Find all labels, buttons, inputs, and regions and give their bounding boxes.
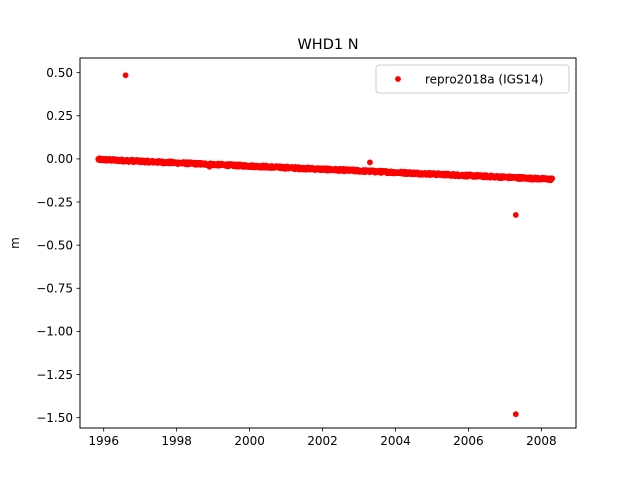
x-tick-label: 1996	[88, 434, 119, 448]
y-tick-label: 0.50	[46, 66, 73, 80]
y-tick-label: −1.25	[36, 368, 73, 382]
legend-box	[375, 64, 570, 94]
y-axis: 0.50 0.25 0.00 −0.25 −0.50 −0.75 −1.00 −1.25 −1.…	[36, 66, 80, 425]
legend-label: repro2018a (IGS14)	[425, 73, 543, 87]
x-axis: 1996 1998 2000 2002 2004 2006 2008	[88, 428, 557, 448]
data-point-outlier	[367, 159, 373, 166]
y-tick-label: −0.50	[36, 238, 73, 252]
x-tick-label: 2006	[453, 434, 484, 448]
data-point-outlier	[512, 212, 519, 218]
y-tick-label: −1.00	[36, 325, 73, 339]
chart-title: WHD1 N	[297, 37, 358, 53]
y-tick-label: 0.25	[46, 109, 73, 123]
y-tick-label: −0.75	[36, 282, 73, 296]
data-point	[549, 175, 556, 182]
y-axis-label: m	[8, 237, 22, 249]
plot-frame	[79, 57, 577, 429]
data-point-outlier	[206, 163, 213, 170]
x-tick-label: 1998	[161, 434, 192, 448]
x-tick-label: 2000	[234, 434, 265, 448]
data-point-outlier	[512, 411, 519, 418]
data-points	[95, 72, 556, 418]
x-tick-label: 2004	[380, 434, 411, 448]
y-tick-label: −0.25	[36, 195, 73, 209]
y-tick-label: 0.00	[46, 152, 73, 166]
legend-marker	[395, 76, 401, 82]
x-tick-label: 2008	[526, 434, 557, 448]
data-point-outlier	[122, 72, 129, 79]
y-tick-label: −1.50	[36, 411, 73, 425]
x-tick-label: 2002	[307, 434, 338, 448]
legend: repro2018a (IGS14)	[375, 64, 570, 94]
